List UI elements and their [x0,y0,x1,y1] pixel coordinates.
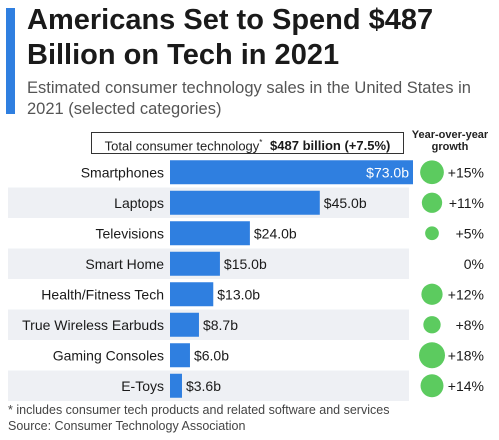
bar [170,373,182,398]
value-label: $13.0b [217,286,260,302]
growth-bubble [419,342,445,369]
footnote: * includes consumer tech products and re… [8,403,390,417]
total-value: $487 billion (+7.5%) [270,138,391,154]
growth-bubble [421,283,443,305]
total-label: Total consumer technology [104,138,260,154]
category-label: E-Toys [121,378,164,394]
bar [170,221,250,246]
value-label: $8.7b [203,317,238,333]
category-label: True Wireless Earbuds [22,317,164,333]
growth-label: 0% [464,256,484,272]
bar [170,343,190,368]
growth-label: +11% [449,195,484,211]
total-summary-box: Total consumer technology* $487 billion … [91,132,404,154]
row-stripe [8,309,409,340]
growth-label: +18% [448,347,484,363]
growth-label: +15% [448,164,484,180]
growth-bubble [425,226,439,241]
growth-bubble [421,192,443,213]
growth-bubble [423,316,441,334]
bar [170,312,199,337]
chart-subtitle: Estimated consumer technology sales in t… [27,79,471,118]
growth-label: +8% [456,317,484,333]
growth-bubble [420,374,444,398]
bar [170,190,320,215]
category-label: Gaming Consoles [53,347,164,363]
growth-bubble [420,160,444,185]
value-label: $6.0b [194,347,229,363]
growth-label: +5% [456,225,484,241]
value-label: $73.0b [366,164,409,180]
bar [170,282,214,307]
value-label: $3.6b [186,378,221,394]
value-label: $24.0b [254,225,297,241]
source-note: Source: Consumer Technology Association [8,419,246,433]
title-accent-bar [6,8,15,114]
value-label: $45.0b [324,195,367,211]
growth-column-header: Year-over-year growth [411,129,489,153]
category-label: Laptops [114,195,164,211]
chart-title: Americans Set to Spend $487 Billion on T… [27,4,434,71]
growth-label: +14% [448,378,484,394]
bar [170,160,413,185]
bar [170,251,220,276]
value-label: $15.0b [224,256,267,272]
total-footnote-marker: * [259,138,263,147]
row-stripe [8,370,409,401]
category-label: Smartphones [81,164,164,180]
category-label: Televisions [96,225,164,241]
category-label: Health/Fitness Tech [41,286,164,302]
growth-label: +12% [448,286,484,302]
category-label: Smart Home [85,256,164,272]
